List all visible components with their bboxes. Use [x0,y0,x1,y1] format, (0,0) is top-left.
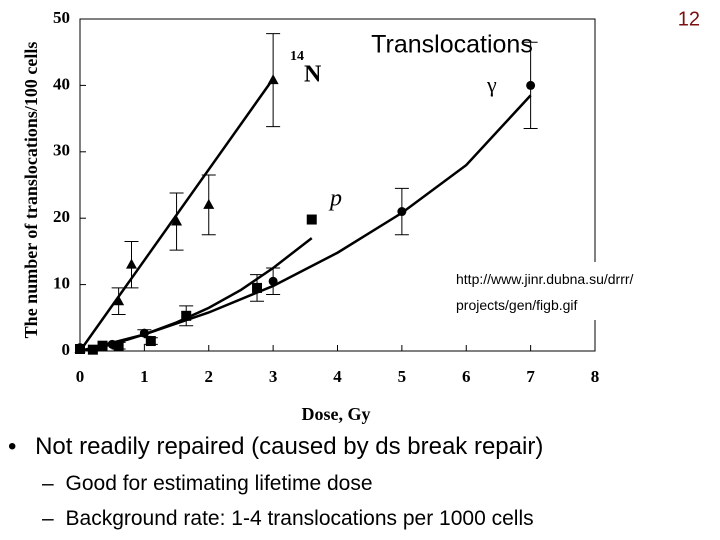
point [126,258,137,269]
url-text: projects/gen/figb.gif [456,297,578,313]
y-tick-label: 10 [53,274,70,293]
x-tick-label: 2 [205,367,214,386]
x-tick-label: 4 [333,367,342,386]
x-tick-label: 3 [269,367,278,386]
sub-bullet-text: Background rate: 1-4 translocations per … [65,507,534,530]
point [107,339,117,349]
fit-line [79,94,532,353]
point [139,328,149,338]
x-tick-label: 5 [398,367,407,386]
y-tick-label: 20 [53,207,70,226]
url: http://www.jinr.dubna.su/drrr/ [456,271,634,287]
point [267,74,279,85]
url-box [450,262,700,320]
y-tick-label: 50 [53,8,70,27]
point [252,282,263,293]
x-axis-label: Dose, Gy [302,404,371,424]
url: projects/gen/figb.gif [456,297,578,313]
sub-bullet: – Good for estimating lifetime dose [42,472,373,495]
x-tick-label: 7 [526,367,535,386]
point [306,214,317,225]
sub-bullet-text: Good for estimating lifetime dose [65,472,373,495]
point [203,198,215,209]
series-label: γ [486,72,497,97]
x-tick-label: 8 [591,367,600,386]
point [171,215,183,226]
y-axis-label: The number of translocations/100 cells [21,42,41,339]
url-text: http://www.jinr.dubna.su/drrr/ [456,271,634,287]
y-tick-label: 40 [53,74,70,93]
sub-bullet: – Background rate: 1-4 translocations pe… [42,507,534,530]
point [268,276,278,286]
x-tick-label: 1 [140,367,149,386]
point [181,310,192,321]
x-tick-label: 0 [76,367,85,386]
point [145,336,156,347]
series-label: p [328,186,342,212]
point [87,344,98,355]
series-label: N [304,62,322,88]
y-tick-label: 0 [62,340,71,359]
bullet-text: Not readily repaired (caused by ds break… [35,433,544,460]
x-tick-label: 6 [462,367,471,386]
point [75,343,85,353]
series-mass-number: 14 [290,49,304,64]
point [526,80,536,90]
point [113,340,124,351]
slide-number: 12 [678,8,700,30]
heading: Translocations [371,31,533,59]
bullet: • Not readily repaired (caused by ds bre… [8,433,544,460]
y-tick-label: 30 [53,141,70,160]
point [113,295,125,306]
point [397,207,407,217]
